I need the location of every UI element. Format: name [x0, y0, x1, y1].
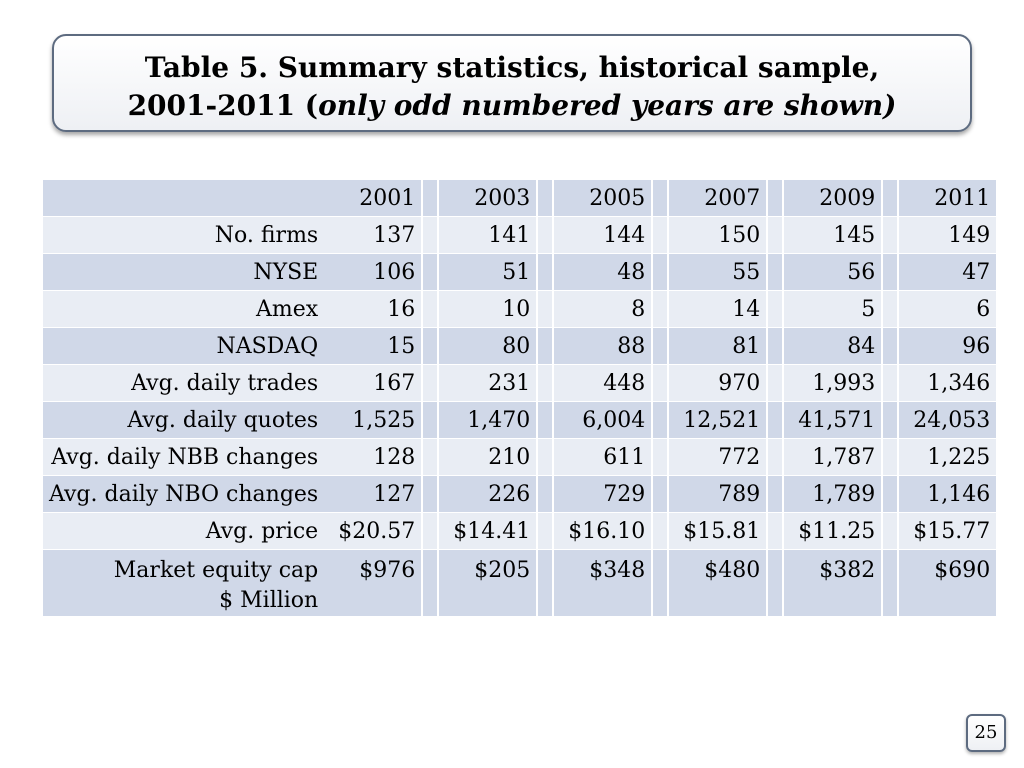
table-row: Market equity cap $ Million $976 $205 $34…	[43, 550, 997, 617]
row-label: Avg. daily NBO changes	[43, 476, 325, 513]
year-header: 2009	[784, 180, 882, 217]
table-row: Avg. daily trades 167 231 448 970 1,993 …	[43, 365, 997, 402]
table-cell: 106	[324, 254, 422, 291]
row-label: Avg. daily quotes	[43, 402, 325, 439]
table-cell: 1,146	[899, 476, 997, 513]
table-cell: $690	[899, 550, 997, 617]
table-cell: 55	[669, 254, 767, 291]
table-cell: 10	[439, 291, 537, 328]
table-cell: 48	[554, 254, 652, 291]
table-cell: 970	[669, 365, 767, 402]
table-cell: 1,225	[899, 439, 997, 476]
table-cell: 12,521	[669, 402, 767, 439]
table-cell: $480	[669, 550, 767, 617]
table-row: Avg. daily quotes 1,525 1,470 6,004 12,5…	[43, 402, 997, 439]
table-cell: $11.25	[784, 513, 882, 550]
table-cell: 137	[324, 217, 422, 254]
row-label-line-1: Market equity cap	[113, 558, 319, 583]
table-cell: 611	[554, 439, 652, 476]
table-row: Avg. daily NBB changes 128 210 611 772 1…	[43, 439, 997, 476]
page-number: 25	[966, 714, 1006, 752]
table-cell: 226	[439, 476, 537, 513]
table-cell: 1,787	[784, 439, 882, 476]
table-cell: 448	[554, 365, 652, 402]
row-label: Avg. daily NBB changes	[43, 439, 325, 476]
table-row: No. firms 137 141 144 150 145 149	[43, 217, 997, 254]
year-header: 2011	[899, 180, 997, 217]
title-line-2: 2001-2011 (only odd numbered years are s…	[54, 87, 970, 125]
table-cell: 789	[669, 476, 767, 513]
row-label: Amex	[43, 291, 325, 328]
table-cell: 14	[669, 291, 767, 328]
year-header: 2003	[439, 180, 537, 217]
table-cell: 729	[554, 476, 652, 513]
table-cell: 88	[554, 328, 652, 365]
row-label: NYSE	[43, 254, 325, 291]
table-cell: 84	[784, 328, 882, 365]
table-cell: $15.81	[669, 513, 767, 550]
table-cell: 41,571	[784, 402, 882, 439]
title-line-1: Table 5. Summary statistics, historical …	[144, 51, 880, 84]
table-cell: $20.57	[324, 513, 422, 550]
row-label: Avg. daily trades	[43, 365, 325, 402]
table-cell: 145	[784, 217, 882, 254]
table-cell: 127	[324, 476, 422, 513]
table-cell: 1,789	[784, 476, 882, 513]
title-line-2-italic: only odd numbered years are shown)	[318, 89, 897, 122]
table-cell: 1,525	[324, 402, 422, 439]
table-cell: 167	[324, 365, 422, 402]
table-cell: 1,346	[899, 365, 997, 402]
table-cell: 144	[554, 217, 652, 254]
row-label: Avg. price	[43, 513, 325, 550]
table-cell: 141	[439, 217, 537, 254]
year-header: 2001	[324, 180, 422, 217]
table-cell: 16	[324, 291, 422, 328]
table-row: Avg. daily NBO changes 127 226 729 789 1…	[43, 476, 997, 513]
table-cell: 6	[899, 291, 997, 328]
table-cell: 1,470	[439, 402, 537, 439]
year-header: 2007	[669, 180, 767, 217]
table-cell: $348	[554, 550, 652, 617]
table-cell: 128	[324, 439, 422, 476]
row-label-line-2: $ Million	[219, 588, 319, 613]
header-label-cell	[43, 180, 325, 217]
table-cell: 150	[669, 217, 767, 254]
table-cell: 81	[669, 328, 767, 365]
summary-statistics-table: 2001 2003 2005 2007 2009 2011 No. firms …	[43, 180, 997, 617]
row-label: No. firms	[43, 217, 325, 254]
table-header-row: 2001 2003 2005 2007 2009 2011	[43, 180, 997, 217]
table-row: Avg. price $20.57 $14.41 $16.10 $15.81 $…	[43, 513, 997, 550]
table-cell: 5	[784, 291, 882, 328]
year-header: 2005	[554, 180, 652, 217]
table-cell: 47	[899, 254, 997, 291]
table-row: Amex 16 10 8 14 5 6	[43, 291, 997, 328]
row-label: Market equity cap $ Million	[43, 550, 325, 617]
table-cell: 210	[439, 439, 537, 476]
row-label: NASDAQ	[43, 328, 325, 365]
table-cell: $16.10	[554, 513, 652, 550]
table-row: NYSE 106 51 48 55 56 47	[43, 254, 997, 291]
table-cell: 80	[439, 328, 537, 365]
table-cell: 15	[324, 328, 422, 365]
table-cell: $15.77	[899, 513, 997, 550]
table-cell: $14.41	[439, 513, 537, 550]
table-cell: 231	[439, 365, 537, 402]
table-cell: $382	[784, 550, 882, 617]
table-cell: $205	[439, 550, 537, 617]
table-cell: 772	[669, 439, 767, 476]
table-cell: 149	[899, 217, 997, 254]
table-cell: 8	[554, 291, 652, 328]
slide-title: Table 5. Summary statistics, historical …	[52, 34, 972, 132]
table-cell: 96	[899, 328, 997, 365]
table-row: NASDAQ 15 80 88 81 84 96	[43, 328, 997, 365]
table-cell: $976	[324, 550, 422, 617]
table-cell: 51	[439, 254, 537, 291]
table-cell: 24,053	[899, 402, 997, 439]
table-cell: 6,004	[554, 402, 652, 439]
table-cell: 56	[784, 254, 882, 291]
table-cell: 1,993	[784, 365, 882, 402]
title-line-2-prefix: 2001-2011 (	[127, 89, 319, 122]
